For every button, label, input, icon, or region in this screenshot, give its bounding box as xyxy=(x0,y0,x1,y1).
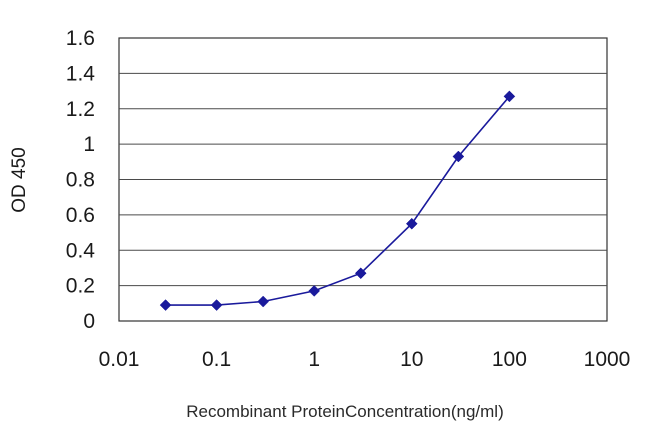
data-point-6 xyxy=(452,150,465,163)
y-tick-label-7: 1.4 xyxy=(66,62,96,85)
y-tick-label-4: 0.8 xyxy=(66,169,95,192)
y-tick-label-6: 1.2 xyxy=(66,98,95,121)
data-point-3 xyxy=(308,285,321,297)
series-line-0 xyxy=(165,95,511,306)
x-tick-label-2: 1 xyxy=(308,348,320,371)
y-tick-label-2: 0.4 xyxy=(66,239,96,262)
y-tick-label-5: 1 xyxy=(83,133,95,156)
x-tick-label-3: 10 xyxy=(400,348,423,371)
y-tick-label-1: 0.2 xyxy=(66,275,95,298)
data-point-4 xyxy=(354,267,367,280)
data-point-1 xyxy=(210,299,223,311)
y-axis-title: OD 450 xyxy=(9,147,30,212)
x-tick-label-1: 0.1 xyxy=(202,348,231,371)
gridlines xyxy=(119,72,607,287)
x-axis-title: Recombinant ProteinConcentration(ng/ml) xyxy=(186,402,504,421)
data-point-0 xyxy=(159,299,172,311)
x-tick-label-0: 0.01 xyxy=(99,348,140,371)
y-tick-labels: 0 0.2 0.4 0.6 0.8 1 1.2 1.4 1.6 xyxy=(66,27,96,333)
series-group xyxy=(159,90,516,311)
data-point-5 xyxy=(405,217,418,230)
y-tick-label-0: 0 xyxy=(83,310,95,333)
data-point-7 xyxy=(503,90,516,103)
x-tick-label-5: 1000 xyxy=(584,348,631,371)
y-tick-label-3: 0.6 xyxy=(66,204,95,227)
x-tick-label-4: 100 xyxy=(492,348,527,371)
x-tick-labels: 0.01 0.1 1 10 100 1000 xyxy=(99,348,631,371)
y-tick-label-8: 1.6 xyxy=(66,27,95,50)
data-point-2 xyxy=(257,295,270,308)
